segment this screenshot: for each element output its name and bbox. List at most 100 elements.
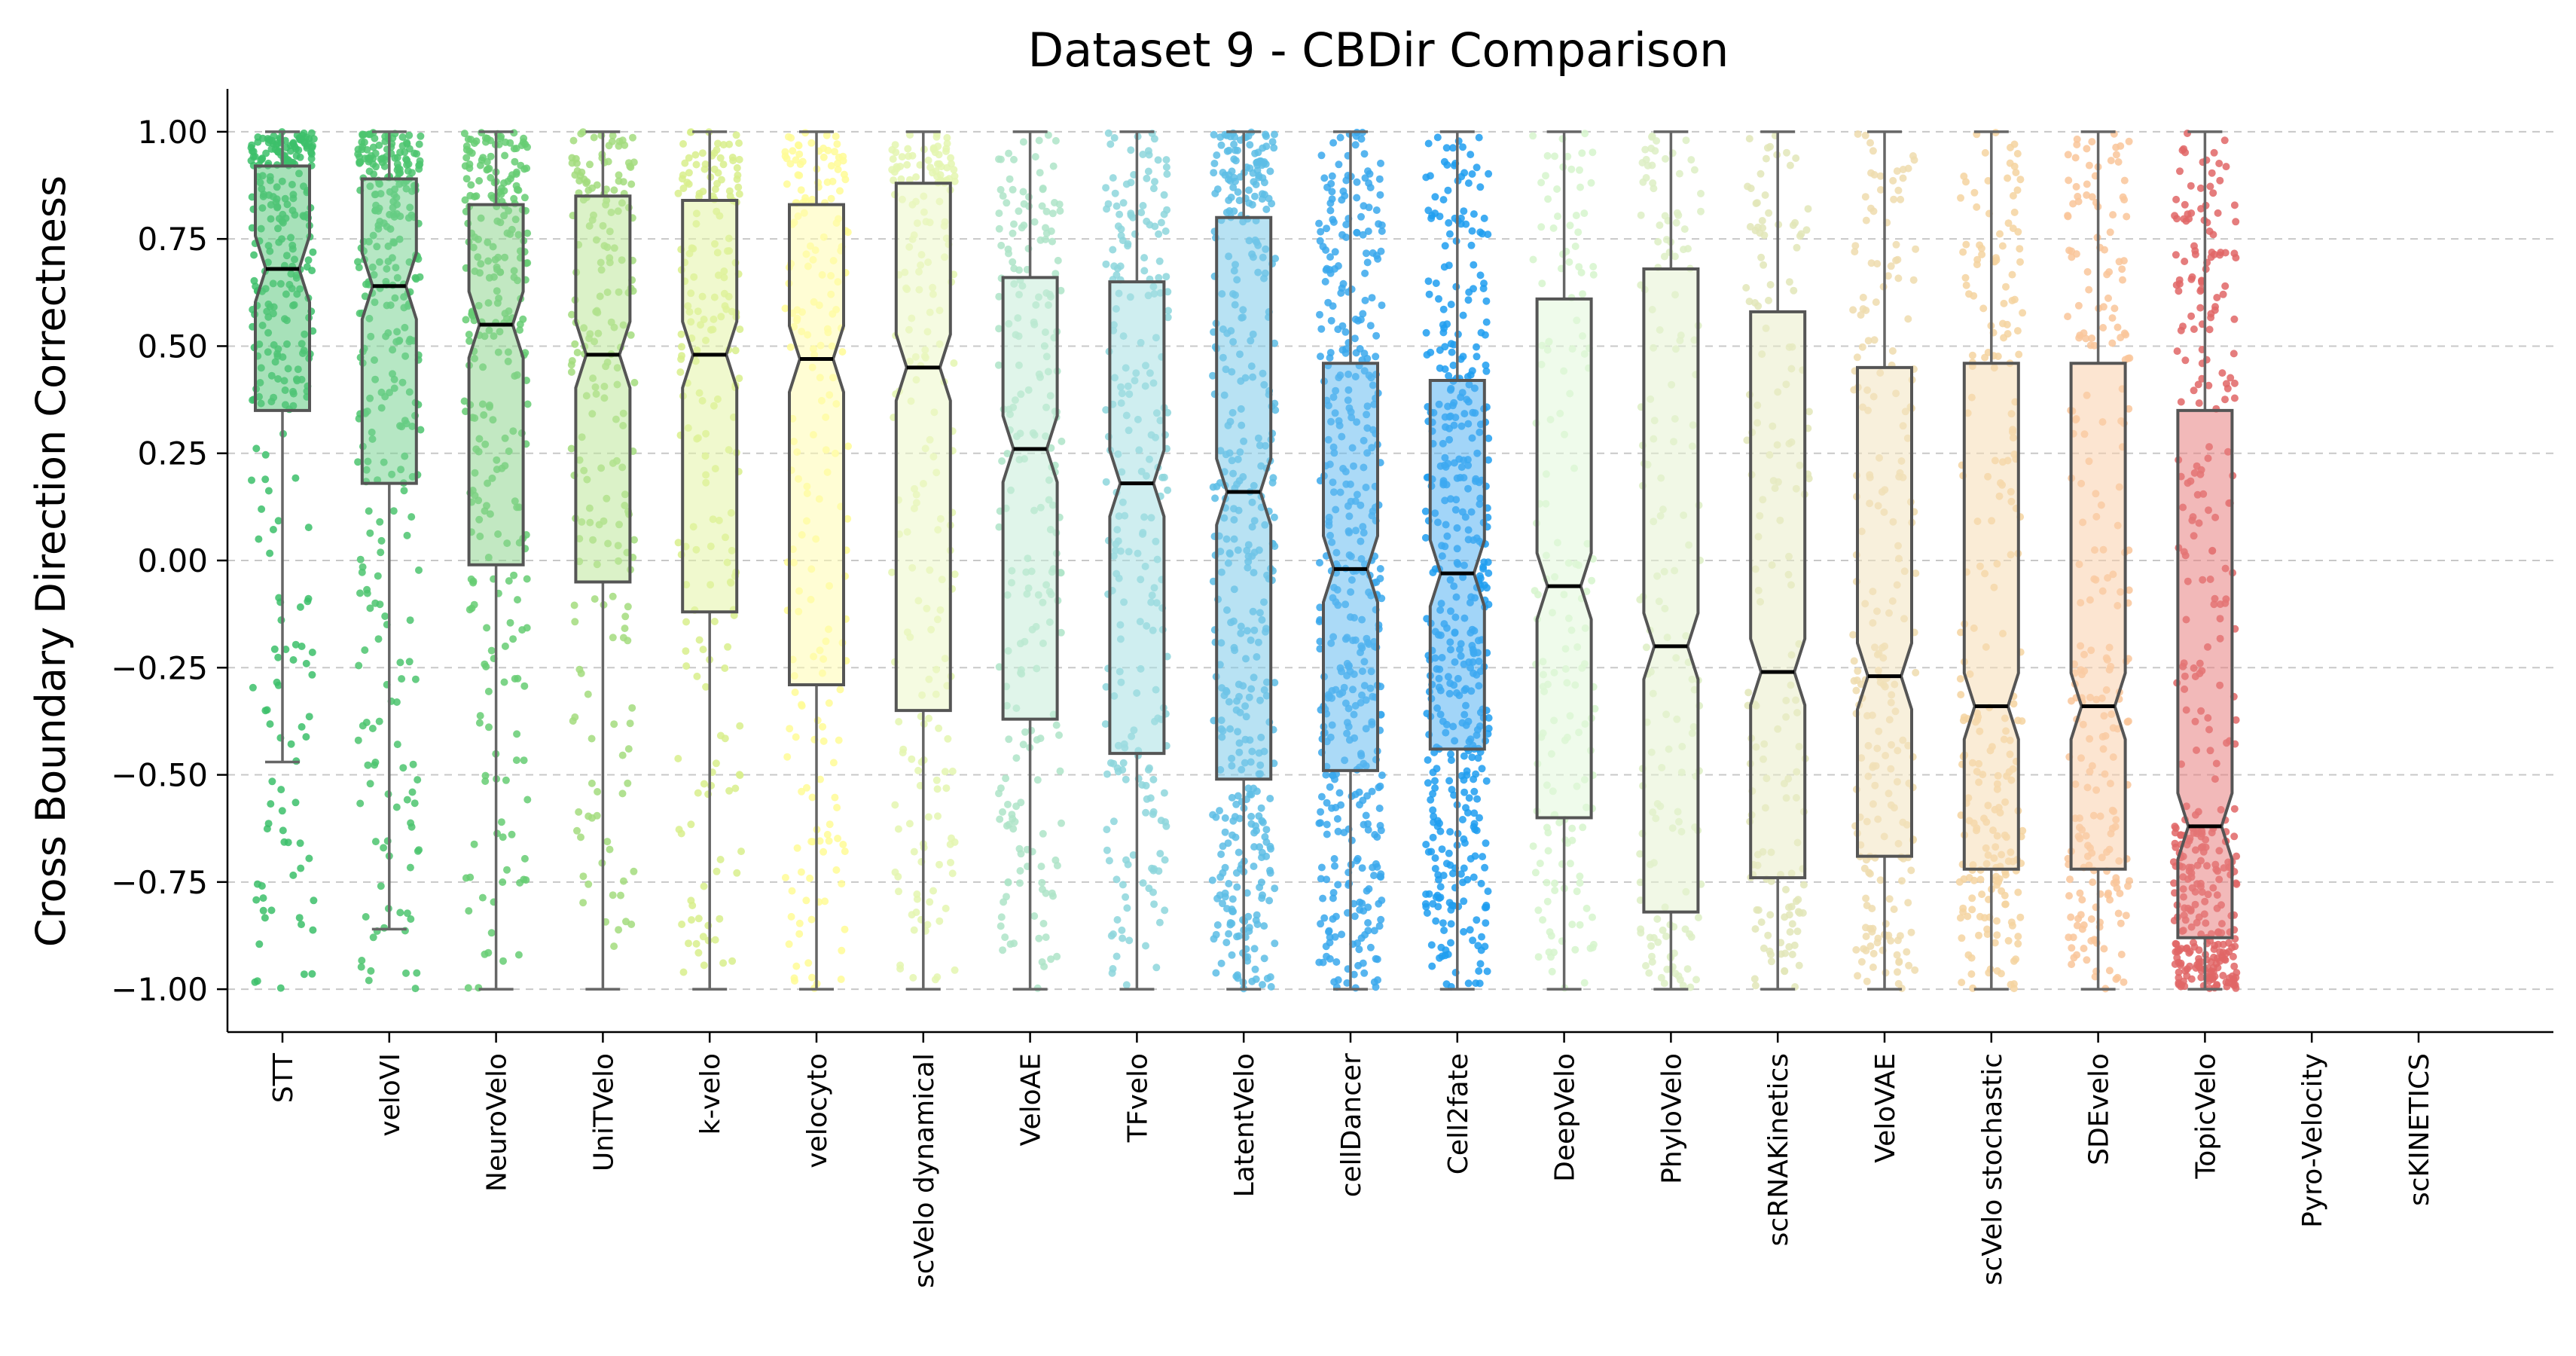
data-point bbox=[929, 145, 938, 154]
data-point bbox=[943, 133, 951, 142]
data-point bbox=[1042, 235, 1050, 243]
data-point bbox=[1447, 920, 1455, 928]
data-point bbox=[950, 166, 958, 174]
data-point bbox=[1051, 136, 1060, 145]
data-point bbox=[2078, 896, 2086, 904]
data-point bbox=[361, 292, 369, 301]
data-point bbox=[392, 698, 401, 706]
data-point bbox=[838, 880, 846, 888]
data-point bbox=[1154, 156, 1162, 164]
data-point bbox=[783, 753, 792, 761]
data-point bbox=[282, 144, 291, 151]
data-point bbox=[1053, 952, 1061, 960]
data-point bbox=[618, 789, 627, 798]
data-point bbox=[2196, 184, 2205, 192]
data-point bbox=[692, 160, 700, 169]
data-point bbox=[929, 887, 937, 895]
data-point bbox=[787, 912, 795, 921]
data-point bbox=[1694, 914, 1702, 921]
data-point bbox=[1460, 897, 1468, 906]
data-point bbox=[2230, 962, 2239, 970]
data-point bbox=[1534, 906, 1543, 915]
data-point bbox=[844, 442, 852, 450]
data-point bbox=[2083, 180, 2091, 188]
data-point bbox=[997, 185, 1005, 194]
data-point bbox=[356, 589, 364, 597]
data-point bbox=[827, 194, 835, 203]
data-point bbox=[1001, 933, 1009, 942]
data-point bbox=[1751, 982, 1760, 990]
data-point bbox=[1431, 193, 1439, 201]
data-point bbox=[466, 873, 475, 881]
data-point bbox=[996, 815, 1004, 823]
data-point bbox=[1446, 828, 1454, 836]
data-point bbox=[1243, 889, 1251, 897]
data-point bbox=[588, 734, 596, 743]
data-point bbox=[2221, 249, 2230, 257]
data-point bbox=[1479, 853, 1487, 861]
data-point bbox=[1323, 799, 1331, 807]
data-point bbox=[1805, 408, 1813, 416]
data-point bbox=[1103, 205, 1111, 213]
data-point bbox=[808, 838, 816, 846]
data-point bbox=[1445, 230, 1454, 238]
data-point bbox=[824, 146, 832, 154]
data-point bbox=[2115, 258, 2123, 266]
data-point bbox=[460, 397, 469, 405]
data-point bbox=[2015, 350, 2023, 359]
data-point bbox=[1956, 914, 1964, 922]
data-point bbox=[569, 717, 577, 725]
data-point bbox=[1785, 942, 1793, 951]
data-point bbox=[913, 890, 921, 898]
data-point bbox=[1111, 189, 1119, 197]
data-point bbox=[803, 783, 810, 792]
data-point bbox=[251, 978, 259, 986]
data-point bbox=[941, 768, 949, 776]
data-point bbox=[1447, 939, 1454, 947]
data-point bbox=[258, 505, 266, 513]
data-point bbox=[1782, 885, 1790, 893]
data-point bbox=[692, 939, 700, 948]
data-point bbox=[1033, 776, 1042, 784]
data-point bbox=[1649, 179, 1657, 187]
data-point bbox=[1544, 847, 1552, 855]
data-point bbox=[465, 606, 474, 614]
data-point bbox=[279, 826, 287, 835]
data-point bbox=[1478, 933, 1485, 941]
data-point bbox=[1752, 200, 1760, 207]
data-point bbox=[1746, 223, 1754, 231]
data-point bbox=[1330, 855, 1338, 863]
data-point bbox=[719, 959, 728, 967]
data-point bbox=[1434, 902, 1442, 911]
data-point bbox=[1480, 279, 1488, 288]
data-point bbox=[1042, 207, 1051, 215]
data-point bbox=[807, 915, 816, 924]
data-point bbox=[1850, 386, 1858, 394]
data-point bbox=[994, 361, 1003, 369]
data-point bbox=[733, 869, 741, 877]
data-point bbox=[2089, 878, 2097, 887]
data-point bbox=[1322, 771, 1330, 779]
data-point bbox=[1335, 789, 1344, 797]
data-point bbox=[1325, 927, 1333, 935]
data-point bbox=[1750, 975, 1759, 983]
data-point bbox=[1754, 302, 1763, 310]
data-point bbox=[1424, 139, 1433, 148]
data-point bbox=[610, 186, 618, 194]
data-point bbox=[1048, 237, 1056, 246]
data-point bbox=[1457, 214, 1465, 222]
data-point bbox=[816, 775, 824, 783]
data-point bbox=[1464, 979, 1473, 988]
data-point bbox=[2221, 282, 2230, 290]
data-point bbox=[1743, 436, 1751, 444]
data-point bbox=[1271, 679, 1279, 687]
data-point bbox=[1786, 928, 1794, 936]
data-point bbox=[2117, 142, 2125, 150]
data-point bbox=[1673, 209, 1681, 217]
data-point bbox=[487, 646, 496, 655]
data-point bbox=[369, 933, 377, 942]
data-point bbox=[1571, 945, 1579, 954]
data-point bbox=[575, 808, 583, 816]
data-point bbox=[1474, 754, 1482, 762]
data-point bbox=[1316, 310, 1323, 319]
